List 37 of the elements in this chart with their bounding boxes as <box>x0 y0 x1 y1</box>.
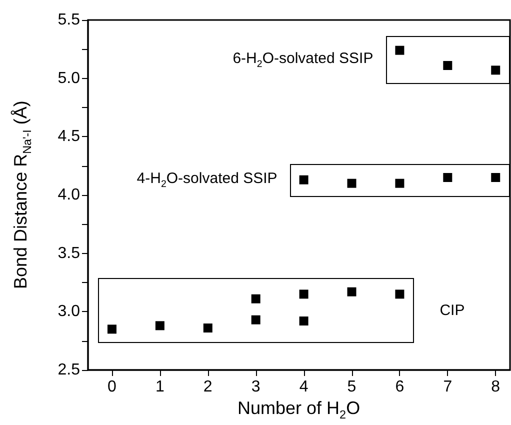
point <box>491 173 500 182</box>
point <box>395 178 404 188</box>
y-tick-label: 2.5 <box>58 362 80 378</box>
x-tick-label: 7 <box>443 378 452 396</box>
point <box>203 324 212 332</box>
point <box>347 287 356 296</box>
x-tick-label: 5 <box>347 378 356 396</box>
point <box>395 290 404 299</box>
point <box>395 46 404 55</box>
y-tick-label: 3.5 <box>58 244 80 262</box>
point <box>299 290 308 299</box>
y-tick-label: 4.0 <box>58 186 80 204</box>
point <box>251 294 260 304</box>
annotation: 4-H$_{2}$O-solvated SSIP <box>136 170 278 190</box>
x-tick-label: 6 <box>395 378 404 396</box>
point <box>299 316 308 326</box>
y-tick-label: 4.5 <box>58 128 80 146</box>
point <box>491 66 500 75</box>
x-tick-label: 3 <box>251 378 260 396</box>
point <box>251 315 260 324</box>
x-tick-label: 0 <box>108 378 117 396</box>
point <box>443 173 452 182</box>
x-axis-title: Number of H$_{2}$O <box>238 398 360 422</box>
point <box>299 175 308 184</box>
x-tick-label: 8 <box>491 378 500 396</box>
x-tick-label: 4 <box>299 378 308 396</box>
y-tick-label: 5.5 <box>58 12 80 28</box>
x-tick-label: 2 <box>203 378 212 396</box>
annotation: CIP <box>440 302 465 319</box>
point <box>155 321 164 330</box>
point <box>347 178 356 188</box>
point <box>443 61 452 70</box>
x-tick-label: 1 <box>155 378 164 396</box>
point <box>107 324 116 334</box>
y-tick-label: 3.0 <box>58 303 80 320</box>
annotation: 6-H$_{2}$O-solvated SSIP <box>232 50 374 70</box>
y-tick-label: 5.0 <box>58 70 80 87</box>
